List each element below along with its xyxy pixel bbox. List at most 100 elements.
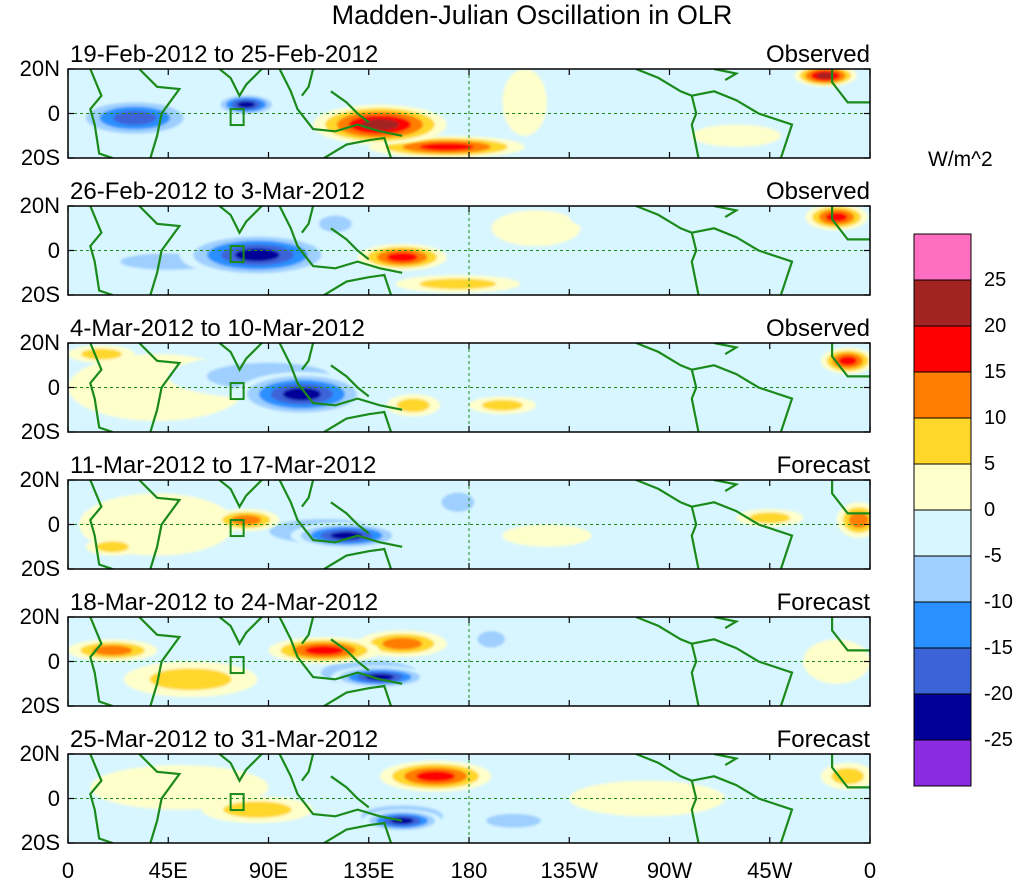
coastline: [89, 480, 113, 569]
colorbar-swatch: [913, 693, 972, 741]
anomaly-cell: [215, 93, 278, 116]
coastline: [713, 206, 740, 219]
anomaly-cell: [820, 762, 870, 790]
coastline: [278, 343, 403, 411]
map-panel-3: [68, 343, 870, 432]
coastline: [301, 343, 315, 371]
panel-status: Forecast: [776, 726, 870, 753]
coastline: [831, 617, 870, 652]
coastline: [278, 69, 403, 137]
contour-level: [96, 541, 130, 553]
coastline: [323, 821, 393, 843]
coastline: [323, 684, 393, 706]
coastline: [323, 136, 393, 158]
colorbar-units: W/m^2: [928, 148, 993, 171]
y-tick-label: 20S: [20, 556, 60, 581]
contour-level: [502, 69, 547, 136]
anomaly-cell: [569, 780, 726, 817]
coastline: [831, 343, 870, 378]
panel-date-range: 4-Mar-2012 to 10-Mar-2012: [70, 315, 365, 342]
contour-level: [546, 73, 659, 110]
coastline: [330, 501, 370, 535]
coastline: [89, 617, 113, 706]
x-tick-label: 180: [450, 858, 488, 883]
coastline: [831, 480, 870, 515]
coastline: [330, 775, 370, 809]
y-tick-label: 20N: [19, 193, 60, 218]
contour-level: [569, 206, 637, 229]
coastline: [330, 227, 370, 261]
contour-level: [386, 252, 418, 262]
colorbar-swatch: [913, 233, 972, 281]
contour-level: [113, 110, 157, 125]
x-tick-label: 135E: [343, 858, 395, 883]
y-tick-label: 20N: [19, 330, 60, 355]
colorbar-label: 20: [984, 315, 1007, 337]
anomaly-cell: [212, 508, 280, 532]
anomaly-cell: [379, 760, 492, 792]
coastline: [138, 206, 182, 295]
anomaly-cell: [469, 809, 559, 832]
colorbar-swatch: [913, 325, 972, 373]
coastline: [218, 754, 263, 783]
coastline: [89, 206, 113, 295]
anomaly-cell: [546, 347, 681, 375]
coastline: [138, 69, 182, 158]
y-tick-label: 0: [47, 374, 60, 400]
y-tick-label: 20S: [20, 145, 60, 170]
contour-level: [223, 801, 292, 818]
colorbar-label: -25: [984, 729, 1013, 751]
coastline: [831, 754, 870, 789]
region-box: [229, 656, 245, 675]
coastline: [713, 343, 740, 356]
coastline: [138, 754, 182, 843]
coastline: [713, 754, 740, 767]
panel-status: Observed: [765, 41, 870, 68]
anomaly-cell: [268, 637, 380, 664]
coastline: [218, 206, 263, 235]
y-tick-label: 20N: [19, 741, 60, 766]
coastline: [330, 638, 370, 672]
coastline: [330, 364, 370, 398]
coastline: [301, 69, 315, 97]
coastline: [138, 343, 182, 432]
contour-level: [419, 143, 474, 151]
colorbar-label: 0: [984, 499, 996, 521]
contour-level: [365, 673, 394, 681]
y-tick-label: 0: [47, 100, 60, 126]
anomaly-cell: [85, 537, 140, 556]
coastline: [323, 273, 393, 295]
colorbar-label: -20: [984, 683, 1013, 705]
map-panel-4: [68, 480, 870, 569]
map-panel-6: [68, 754, 870, 843]
panel-date-range: 26-Feb-2012 to 3-Mar-2012: [70, 178, 365, 205]
coastline: [218, 69, 263, 98]
colorbar-swatch: [913, 463, 972, 511]
anomaly-cell: [290, 522, 403, 549]
contour-level: [416, 770, 455, 782]
contour-level: [80, 348, 122, 360]
map-panel-5: [68, 617, 870, 706]
coastline: [713, 69, 740, 82]
colorbar-swatch: [913, 509, 972, 557]
coastline: [89, 343, 113, 432]
y-tick-label: 20S: [20, 419, 60, 444]
anomaly-cell: [72, 97, 198, 138]
anomaly-cell: [491, 210, 581, 247]
colorbar-label: -15: [984, 637, 1013, 659]
contour-level: [825, 212, 848, 222]
anomaly-cell: [820, 347, 870, 375]
colorbar-label: 5: [984, 453, 996, 475]
anomaly-cell: [431, 486, 485, 518]
map-panel-2: [68, 206, 870, 295]
contour-level: [237, 101, 256, 108]
anomaly-cell: [794, 69, 857, 87]
coastline: [691, 501, 794, 569]
panel-date-range: 11-Mar-2012 to 17-Mar-2012: [70, 452, 377, 479]
coastline: [323, 410, 393, 432]
x-tick-label: 0: [863, 858, 877, 883]
anomaly-cell: [357, 243, 447, 271]
colorbar-swatch: [913, 739, 972, 787]
anomaly-cell: [395, 274, 521, 293]
contour-level: [491, 210, 581, 247]
